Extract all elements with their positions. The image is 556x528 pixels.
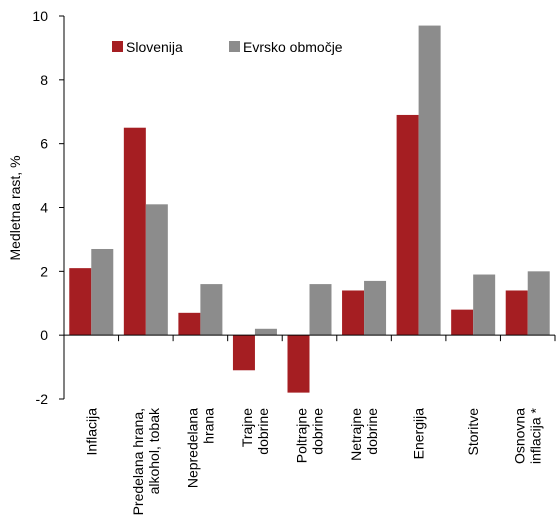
x-category-label: Trajne xyxy=(239,408,255,447)
y-tick-label: -2 xyxy=(36,391,49,407)
bar-slovenija-5 xyxy=(342,290,365,336)
legend: Slovenija Evrsko območje xyxy=(112,39,343,55)
x-category-label: Storitve xyxy=(465,408,481,456)
x-category-label: Poltrajne xyxy=(294,408,310,463)
legend-swatch-1 xyxy=(229,41,240,52)
x-category-label: dobrine xyxy=(255,408,271,455)
bar-evrsko-3 xyxy=(254,328,277,336)
legend-label-1: Evrsko območje xyxy=(243,39,343,55)
bar-slovenija-8 xyxy=(505,290,528,336)
legend-label-0: Slovenija xyxy=(126,39,183,55)
bar-slovenija-7 xyxy=(451,309,474,336)
bar-slovenija-1 xyxy=(123,127,146,336)
bar-slovenija-4 xyxy=(287,335,310,393)
y-tick-label: 4 xyxy=(40,200,48,216)
bar-evrsko-6 xyxy=(418,25,441,336)
y-tick-label: 0 xyxy=(40,327,48,343)
y-tick-label: 10 xyxy=(32,8,48,24)
bar-evrsko-2 xyxy=(200,284,223,336)
legend-swatch-0 xyxy=(112,41,123,52)
x-category-label: dobrine xyxy=(364,408,380,455)
x-category-label: Energija xyxy=(411,408,427,460)
y-tick-label: 2 xyxy=(40,263,48,279)
bar-evrsko-0 xyxy=(91,248,114,336)
x-category-label: alkohol, tobak xyxy=(146,407,162,494)
x-category-label: Inflacija xyxy=(83,408,99,456)
bar-evrsko-8 xyxy=(527,271,550,336)
bar-evrsko-7 xyxy=(473,274,496,336)
y-axis-label: Medletna rast, % xyxy=(7,155,23,260)
bar-slovenija-3 xyxy=(232,335,255,371)
x-category-label: Netrajne xyxy=(348,408,364,461)
bars-layer xyxy=(69,25,550,393)
y-tick-label: 6 xyxy=(40,136,48,152)
bar-slovenija-0 xyxy=(69,268,92,336)
bar-slovenija-6 xyxy=(396,114,419,336)
bar-evrsko-4 xyxy=(309,284,332,336)
axes-layer: -2 0 2 4 6 8 10 Inflacija Predelana hrana, alkoho… xyxy=(32,8,556,515)
bar-slovenija-2 xyxy=(178,312,201,336)
x-category-label: Predelana hrana, xyxy=(130,408,146,515)
x-category-label: Nepredelana xyxy=(184,408,200,488)
y-tick-label: 8 xyxy=(40,72,48,88)
x-category-label: inflacija * xyxy=(528,407,544,464)
x-category-label: hrana xyxy=(200,408,216,444)
bar-evrsko-1 xyxy=(145,204,168,336)
bar-evrsko-5 xyxy=(364,280,387,336)
x-category-label: Osnovna xyxy=(512,408,528,464)
x-category-label: dobrine xyxy=(310,408,326,455)
